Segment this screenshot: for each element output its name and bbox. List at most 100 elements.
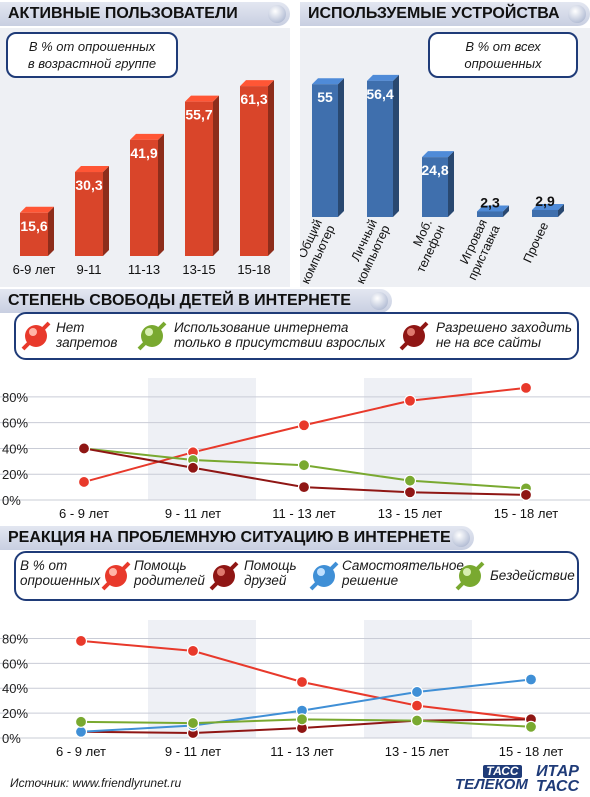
bar-top <box>20 206 54 213</box>
legend-darkred-dot-icon <box>399 321 429 351</box>
x-tick-label: 9 - 11 лет <box>165 506 221 521</box>
bar-value-label: 24,8 <box>421 162 448 178</box>
legend-inaction: Бездействие <box>490 568 575 583</box>
x-tick-label: 11 - 13 лет <box>272 506 336 521</box>
bar-top <box>240 80 274 87</box>
plot-band <box>256 620 364 738</box>
bar-side <box>213 95 219 256</box>
devices-bar-chart: 55Общийкомпьютер56,4Личныйкомпьютер24,8М… <box>300 74 564 286</box>
bar-top <box>312 78 344 85</box>
data-point <box>410 685 424 699</box>
legend-parents-help: Помощь родителей <box>134 558 205 588</box>
plot-band <box>40 620 148 738</box>
y-tick-label: 20% <box>2 467 28 482</box>
section-title-freedom: СТЕПЕНЬ СВОБОДЫ ДЕТЕЙ В ИНТЕРНЕТЕ <box>0 289 392 313</box>
bar-top <box>477 205 509 212</box>
reaction-line-chart: 0% 20% 40% 60% 80% 6 - 9 лет 9 - 11 лет 11 - 13… <box>0 620 590 759</box>
bar <box>367 80 393 217</box>
source-note: Источник: www.friendlyrunet.ru <box>10 776 182 790</box>
data-point <box>77 442 91 455</box>
bar <box>20 212 48 256</box>
data-point <box>297 459 311 472</box>
data-point <box>186 644 200 657</box>
legend-no-restrictions: Нет запретов <box>56 320 118 350</box>
bar <box>422 157 448 217</box>
active-users-title: АКТИВНЫЕ ПОЛЬЗОВАТЕЛИ <box>8 5 238 22</box>
data-point <box>403 474 417 487</box>
banner-knob-icon <box>268 5 286 23</box>
bar-value-label: 2,9 <box>535 193 555 209</box>
bar <box>477 211 503 217</box>
bar <box>240 86 268 257</box>
devices-title: ИСПОЛЬЗУЕМЫЕ УСТРОЙСТВА <box>308 5 560 22</box>
bar-side <box>393 74 399 217</box>
y-tick-label: 80% <box>2 390 28 405</box>
itar-logo-bottom: ТАСС <box>536 778 580 795</box>
data-point <box>74 725 88 738</box>
data-point <box>77 475 91 489</box>
category-label: 6-9 лет <box>13 262 56 277</box>
x-tick-label: 15 - 18 лет <box>494 506 558 521</box>
bar-value-label: 55 <box>317 89 333 105</box>
bar-side <box>558 203 564 217</box>
y-tick-label: 60% <box>2 656 28 671</box>
data-point <box>524 673 538 686</box>
y-tick-label: 60% <box>2 416 28 431</box>
x-tick-label: 9 - 11 лет <box>165 744 221 759</box>
category-label: 11-13 <box>128 262 160 277</box>
data-point <box>295 713 309 726</box>
bar <box>185 101 213 256</box>
bar-top <box>367 74 399 81</box>
tass-logo-top: ТАСС <box>483 765 522 778</box>
data-point <box>186 461 200 474</box>
data-point <box>519 488 533 501</box>
category-label: 15-18 <box>237 262 270 277</box>
legend-blue-dot-icon <box>309 561 339 591</box>
legend-with-adults: Использование интернета только в присутс… <box>174 320 386 350</box>
bar <box>532 209 558 217</box>
legend-green-dot-icon <box>455 561 485 591</box>
x-tick-label: 6 - 9 лет <box>59 506 109 521</box>
reaction-note: В % от опрошенных <box>20 558 101 588</box>
bar-value-label: 41,9 <box>130 145 157 161</box>
legend-some-sites: Разрешено заходить не на все сайты <box>436 320 572 350</box>
plot-band <box>364 378 472 500</box>
category-label: 13-15 <box>182 262 215 277</box>
bar <box>312 84 338 217</box>
bar-side <box>103 166 109 256</box>
legend-red-dot-icon <box>101 561 131 591</box>
plot-band <box>40 378 148 500</box>
freedom-line-chart: 0% 20% 40% 60% 80% 6 - 9 лет 9 - 11 лет 11 - 13… <box>0 378 590 521</box>
legend-green-dot-icon <box>137 321 167 351</box>
banner-knob-icon <box>452 529 470 547</box>
bar-value-label: 30,3 <box>75 177 102 193</box>
bar <box>130 139 158 256</box>
data-point <box>403 486 417 499</box>
data-point <box>410 714 424 727</box>
section-title-devices: ИСПОЛЬЗУЕМЫЕ УСТРОЙСТВА <box>300 2 590 26</box>
itar-logo-top: ИТАР <box>536 763 579 780</box>
bar-side <box>268 80 274 257</box>
x-tick-label: 13 - 15 лет <box>378 506 442 521</box>
bar-top <box>532 203 564 210</box>
bar-top <box>75 166 109 173</box>
data-point <box>410 699 424 712</box>
data-point <box>403 394 417 407</box>
bar-side <box>48 206 54 256</box>
bar-top <box>185 95 219 102</box>
bar-top <box>422 151 454 158</box>
legend-self-solution: Самостоятельное решение <box>342 558 464 588</box>
bar-side <box>448 151 454 217</box>
freedom-legend <box>14 312 579 360</box>
bar-top <box>130 133 164 140</box>
bar-value-label: 55,7 <box>185 107 212 123</box>
category-label: 9-11 <box>76 262 101 277</box>
x-tick-label: 6 - 9 лет <box>56 744 106 759</box>
data-point <box>524 720 538 733</box>
data-point <box>74 715 88 728</box>
active-users-bar-chart: 15,6 6-9 лет 30,3 9-11 41,9 11-13 55,7 13-15 61,… <box>13 80 274 277</box>
banner-knob-icon <box>370 292 388 310</box>
data-point <box>295 675 309 689</box>
section-title-reaction: РЕАКЦИЯ НА ПРОБЛЕМНУЮ СИТУАЦИЮ В ИНТЕРНЕ… <box>0 526 474 550</box>
bar-side <box>338 78 344 217</box>
